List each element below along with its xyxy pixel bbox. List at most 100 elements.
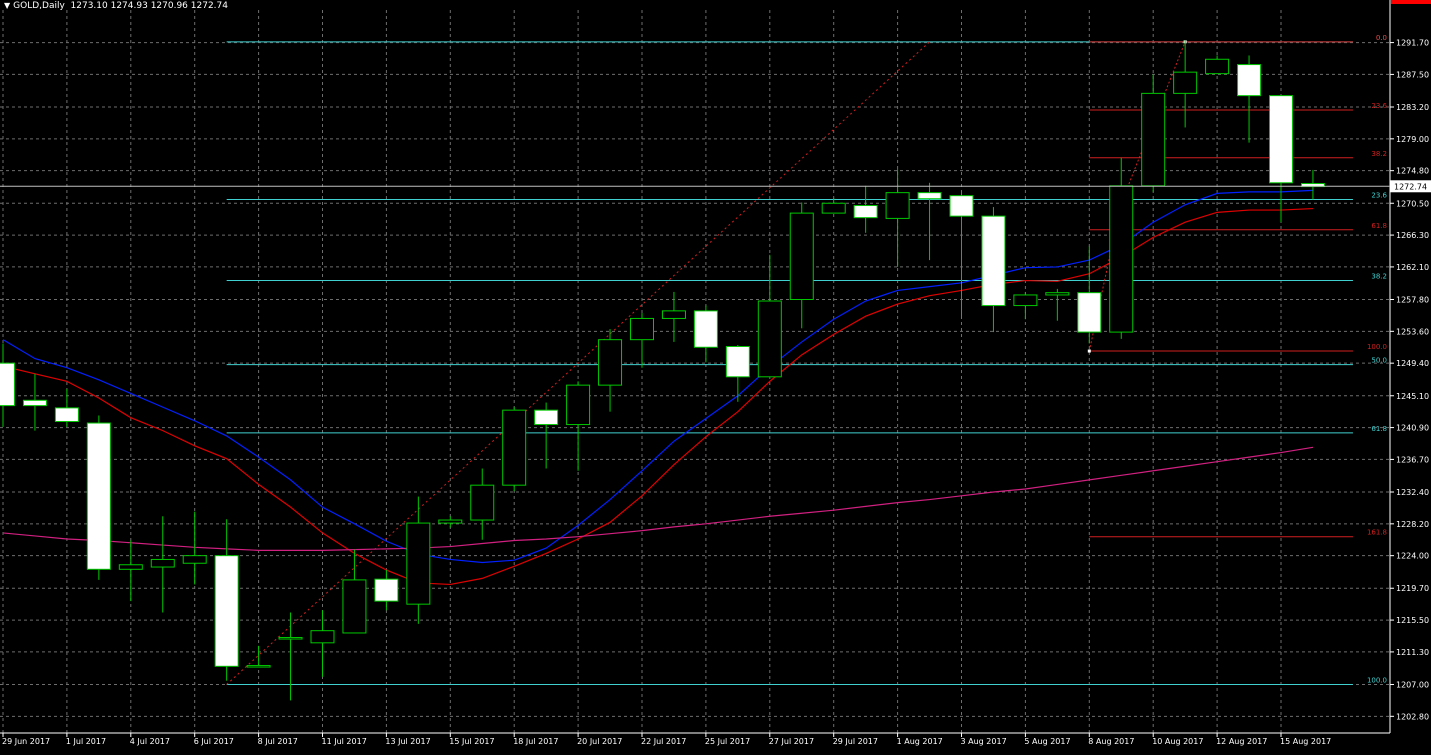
y-tick-label: 1228.20 xyxy=(1396,520,1429,529)
y-tick-label: 1253.60 xyxy=(1396,327,1429,336)
x-tick-label: 5 Aug 2017 xyxy=(1024,737,1070,746)
x-tick-label: 12 Aug 2017 xyxy=(1216,737,1267,746)
y-tick-label: 1211.30 xyxy=(1396,648,1429,657)
x-tick-label: 15 Aug 2017 xyxy=(1280,737,1331,746)
x-tick-label: 8 Jul 2017 xyxy=(258,737,298,746)
candle-body xyxy=(86,422,111,570)
x-tick-label: 27 Jul 2017 xyxy=(769,737,814,746)
y-tick-label: 1215.50 xyxy=(1396,616,1429,625)
candle-body xyxy=(406,522,431,605)
fib-red-label: 0.0 xyxy=(1376,34,1387,42)
x-tick-label: 15 Jul 2017 xyxy=(449,737,494,746)
candle-body xyxy=(1013,294,1038,307)
y-tick-label: 1249.40 xyxy=(1396,359,1429,368)
candle-body xyxy=(1173,71,1198,94)
candle-body xyxy=(566,384,591,426)
candle-body xyxy=(949,195,974,217)
y-tick-label: 1270.50 xyxy=(1396,199,1429,208)
candle-body xyxy=(1109,185,1134,333)
fib-cyan-label: 50.0 xyxy=(1371,357,1387,365)
candle-body xyxy=(118,564,143,570)
fib-red-label: 23.6 xyxy=(1371,102,1387,110)
fib-cyan-label: 100.0 xyxy=(1367,676,1387,684)
moving-average-ma_red xyxy=(2,207,1313,586)
candle-body xyxy=(630,317,654,341)
ohlc-values: 1273.10 1274.93 1270.96 1272.74 xyxy=(70,1,228,11)
candle-body xyxy=(150,558,175,568)
y-tick-label: 1224.00 xyxy=(1396,552,1429,561)
y-tick-label: 1232.40 xyxy=(1396,488,1429,497)
fib-red-label: 100.0 xyxy=(1367,343,1387,351)
candle-body xyxy=(725,345,750,378)
candle-body xyxy=(182,555,207,564)
x-tick-label: 29 Jun 2017 xyxy=(2,737,50,746)
x-tick-label: 18 Jul 2017 xyxy=(513,737,558,746)
candle-body xyxy=(1045,292,1070,296)
y-tick-label: 1291.70 xyxy=(1396,39,1429,48)
candle-body xyxy=(278,637,303,640)
x-tick-label: 6 Jul 2017 xyxy=(194,737,234,746)
moving-average-ma_pink xyxy=(2,446,1314,551)
chart-title-bar: ▼ GOLD,Daily 1273.10 1274.93 1270.96 1272… xyxy=(4,1,228,11)
candle-body xyxy=(438,519,463,524)
fib-cyan-label: 61.8 xyxy=(1371,425,1387,433)
candle-body xyxy=(853,205,878,219)
x-tick-label: 10 Aug 2017 xyxy=(1152,737,1203,746)
fib-red-label: 61.8 xyxy=(1371,222,1387,230)
candle-body xyxy=(1205,58,1230,75)
candle-body xyxy=(981,215,1006,307)
candle-body xyxy=(885,192,910,219)
candle-body xyxy=(502,409,527,486)
x-tick-label: 1 Aug 2017 xyxy=(897,737,943,746)
x-tick-label: 1 Jul 2017 xyxy=(66,737,106,746)
candle-body xyxy=(214,555,239,667)
y-tick-label: 1202.80 xyxy=(1396,712,1429,721)
y-tick-label: 1287.50 xyxy=(1396,70,1429,79)
candle-body xyxy=(310,630,335,644)
candle-body xyxy=(757,300,782,378)
candle-body xyxy=(917,192,942,200)
candle-body xyxy=(661,310,686,319)
fib-red-label: 161.8 xyxy=(1367,529,1387,537)
candle-body xyxy=(693,310,718,348)
x-tick-label: 25 Jul 2017 xyxy=(705,737,750,746)
x-tick-label: 11 Jul 2017 xyxy=(322,737,367,746)
y-tick-label: 1262.10 xyxy=(1396,263,1429,272)
y-tick-label: 1257.80 xyxy=(1396,296,1429,305)
y-tick-label: 1266.30 xyxy=(1396,231,1429,240)
x-tick-label: 13 Jul 2017 xyxy=(385,737,430,746)
candle-body xyxy=(1237,64,1262,97)
y-tick-label: 1283.20 xyxy=(1396,103,1429,112)
candle-body xyxy=(374,578,399,602)
candle-body xyxy=(22,399,47,407)
trendline-anchor xyxy=(1087,349,1091,353)
y-tick-label: 1236.70 xyxy=(1396,455,1429,464)
moving-average-ma_blue xyxy=(2,189,1313,564)
candle-body xyxy=(1269,95,1293,184)
candle-body xyxy=(470,484,495,521)
fib-cyan-label: 23.6 xyxy=(1371,191,1387,199)
x-tick-label: 29 Jul 2017 xyxy=(833,737,878,746)
candle-body xyxy=(342,579,367,634)
candle-body xyxy=(534,409,559,426)
dropdown-arrow-icon[interactable]: ▼ xyxy=(4,1,11,10)
x-tick-label: 22 Jul 2017 xyxy=(641,737,686,746)
symbol-label: GOLD,Daily xyxy=(13,1,65,11)
x-tick-label: 3 Aug 2017 xyxy=(961,737,1007,746)
fib-trendline-cyan xyxy=(226,41,930,685)
x-tick-label: 20 Jul 2017 xyxy=(577,737,622,746)
x-tick-label: 8 Aug 2017 xyxy=(1088,737,1134,746)
x-tick-label: 4 Jul 2017 xyxy=(130,737,170,746)
y-tick-label: 1240.90 xyxy=(1396,424,1429,433)
candle-body xyxy=(789,212,814,301)
candle-body xyxy=(0,362,15,407)
candle-body xyxy=(54,407,79,423)
candle-body xyxy=(821,202,846,214)
candle-body xyxy=(246,665,271,668)
y-tick-label: 1279.00 xyxy=(1396,135,1429,144)
current-price-tag xyxy=(1390,180,1431,193)
y-tick-label: 1207.00 xyxy=(1396,680,1429,689)
y-tick-label: 1274.80 xyxy=(1396,167,1429,176)
